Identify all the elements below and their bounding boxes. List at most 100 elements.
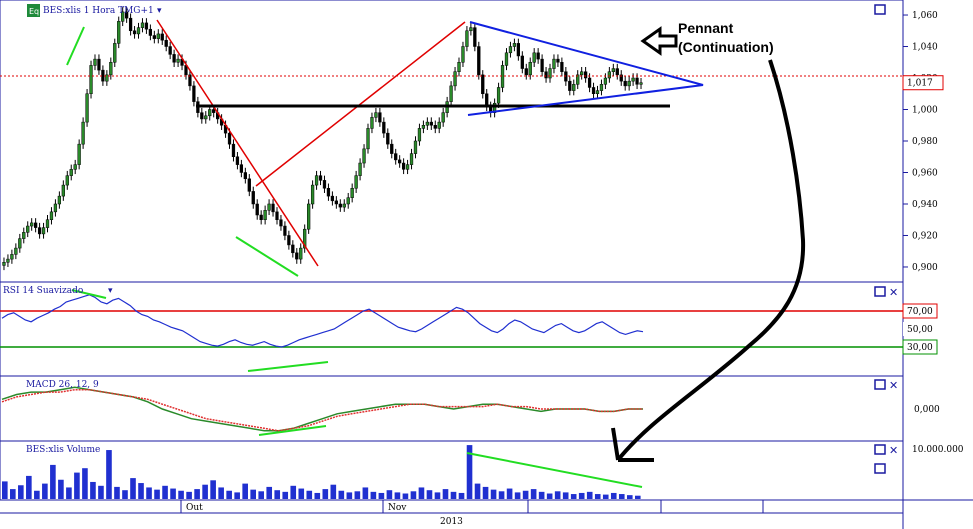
macd-panel-title[interactable]: MACD 26, 12, 9 (26, 380, 99, 390)
candle (548, 68, 552, 79)
candle (362, 148, 366, 164)
candle (61, 184, 65, 197)
candle (473, 27, 477, 47)
volume-bar (602, 494, 609, 499)
candle (346, 197, 350, 205)
volume-bar (66, 487, 72, 499)
volume-bar (386, 490, 393, 499)
candle (291, 244, 295, 254)
candle (350, 187, 354, 198)
candle (14, 247, 18, 255)
candle (342, 203, 346, 208)
candle (425, 121, 429, 126)
maximize-icon[interactable] (874, 4, 886, 15)
volume-bar (50, 464, 56, 499)
candle (394, 153, 398, 161)
y-tick-label: 0,900 (912, 263, 938, 273)
analysis-overlay: Pennant (Continuation) (0, 19, 903, 488)
volume-bar (194, 489, 200, 499)
maximize-icon[interactable] (874, 444, 886, 455)
candle (607, 71, 612, 79)
pennant-arrow-icon (640, 26, 678, 56)
candle (128, 17, 133, 32)
eq-badge[interactable] (27, 4, 40, 17)
maximize-icon[interactable] (874, 379, 886, 390)
candle (295, 252, 299, 260)
volume-bar (242, 483, 248, 499)
candle (382, 121, 386, 134)
candle (398, 159, 402, 164)
volume-panel-title[interactable]: BES:xlis Volume (26, 445, 100, 455)
candle (576, 74, 580, 85)
macd-divergence-line (258, 425, 327, 436)
candle (30, 222, 34, 227)
candle (417, 128, 422, 142)
candle (192, 85, 196, 102)
candle (69, 169, 73, 176)
candle (469, 27, 473, 32)
price-panel-title[interactable]: BES:xlis 1 Hora TMG+1 (43, 6, 154, 16)
volume-bar (330, 484, 337, 499)
candle (485, 93, 489, 107)
maximize-icon[interactable] (874, 286, 886, 297)
candle (449, 85, 453, 102)
volume-bar (314, 492, 321, 499)
candle (113, 43, 117, 63)
volume-bar (82, 468, 88, 499)
candle (437, 121, 441, 129)
volume-bar (538, 491, 545, 499)
candle (140, 22, 145, 28)
candle (441, 112, 445, 123)
candle (378, 112, 382, 123)
candle (580, 71, 584, 76)
volume-bar (154, 489, 160, 499)
close-icon[interactable]: ✕ (889, 444, 898, 457)
macd-indicator: 0,000 (1, 386, 940, 432)
volume-bar (138, 483, 144, 499)
candle (132, 30, 137, 35)
candle (267, 203, 271, 211)
chevron-down-icon[interactable]: ▾ (157, 6, 162, 16)
candle (41, 227, 46, 235)
candle (310, 184, 315, 205)
y-tick-label: 0,980 (912, 137, 938, 147)
candle (156, 33, 160, 39)
candle (247, 178, 251, 192)
volume-bar (10, 489, 16, 499)
rsi-panel-title[interactable]: RSI 14 Suavizado (3, 286, 83, 296)
candle (619, 74, 623, 82)
close-icon[interactable]: ✕ (889, 286, 898, 299)
candle (105, 74, 109, 82)
candle (45, 219, 50, 228)
candle (358, 162, 362, 176)
current-price-label: 1,017 (907, 79, 933, 89)
candle (259, 214, 263, 220)
candle (477, 46, 481, 76)
close-icon[interactable]: ✕ (889, 379, 898, 392)
candle (405, 164, 410, 170)
candle (532, 52, 536, 63)
y-tick-label: 1,000 (912, 106, 938, 116)
candle (540, 58, 544, 72)
candle (212, 109, 216, 113)
candle (611, 68, 615, 72)
candle (516, 43, 520, 57)
candle (370, 117, 374, 129)
curved-arrow (616, 59, 806, 462)
candle (528, 62, 532, 76)
volume-bar (506, 488, 513, 499)
candle (536, 52, 540, 60)
value-axis: 1,0601,0401,0201,0000,9800,9600,9400,920… (902, 11, 944, 273)
candle (152, 35, 156, 39)
candle (208, 109, 212, 117)
volume-bar (434, 492, 441, 499)
chevron-down-icon[interactable]: ▾ (108, 286, 113, 296)
volume-bar (98, 485, 104, 499)
minimize-icon[interactable] (874, 463, 886, 474)
candle (303, 228, 307, 249)
candle (338, 203, 342, 208)
candle (390, 143, 394, 154)
candle (10, 254, 14, 260)
candle (591, 87, 596, 95)
volume-bar (58, 479, 64, 499)
